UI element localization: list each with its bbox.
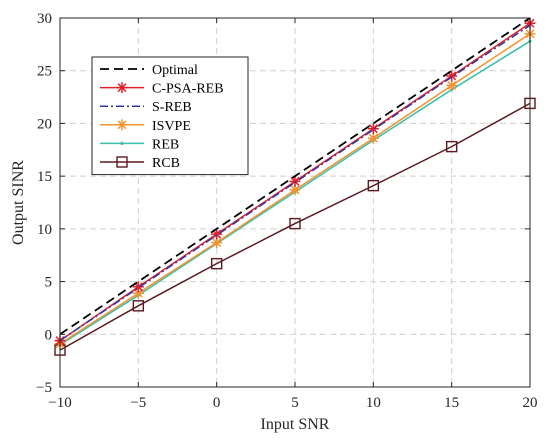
- series-s-reb: [59, 24, 531, 342]
- legend-item: C-PSA-REB: [100, 82, 224, 97]
- legend: Optimal C-PSA-REB S-REB ISVPE REB RCB: [91, 56, 249, 176]
- asterisk-marker: [116, 119, 128, 131]
- y-tick-label: 20: [37, 116, 52, 132]
- y-axis-label: Output SINR: [10, 160, 27, 245]
- asterisk-marker: [367, 132, 379, 144]
- x-tick-label: 20: [523, 395, 538, 411]
- x-tick-label: −5: [130, 395, 146, 411]
- asterisk-marker: [116, 82, 128, 94]
- legend-label: REB: [152, 137, 179, 152]
- legend-item: S-REB: [100, 100, 192, 115]
- asterisk-marker: [132, 281, 144, 293]
- x-tick-label: −10: [48, 395, 71, 411]
- legend-label: ISVPE: [152, 119, 191, 134]
- legend-box: [91, 56, 249, 176]
- series-optimal: [59, 17, 531, 336]
- asterisk-marker: [289, 175, 301, 187]
- legend-label: Optimal: [152, 63, 198, 78]
- square-marker: [445, 140, 458, 153]
- series-line: [59, 24, 531, 342]
- y-tick-label: 30: [37, 11, 52, 27]
- dot-marker: [120, 141, 124, 145]
- legend-item: RCB: [100, 156, 180, 171]
- legend-label: RCB: [152, 156, 180, 171]
- y-tick-label: 25: [37, 64, 52, 80]
- legend-item: Optimal: [100, 63, 198, 78]
- y-tick-label: 0: [45, 327, 53, 343]
- series-line: [59, 17, 531, 336]
- x-tick-label: 15: [444, 395, 459, 411]
- legend-item: ISVPE: [100, 119, 191, 134]
- x-axis-label: Input SNR: [261, 416, 330, 433]
- y-tick-label: 15: [37, 169, 52, 185]
- asterisk-marker: [211, 228, 223, 240]
- x-tick-label: 5: [291, 395, 299, 411]
- legend-label: S-REB: [152, 100, 192, 115]
- legend-label: C-PSA-REB: [152, 82, 224, 97]
- series-c-psa-reb: [54, 17, 536, 347]
- x-tick-label: 10: [366, 395, 381, 411]
- y-tick-label: 5: [45, 275, 53, 291]
- square-marker: [367, 179, 380, 192]
- y-tick-label: −5: [36, 380, 52, 396]
- y-tick-label: 10: [37, 222, 52, 238]
- legend-item: REB: [100, 137, 179, 152]
- square-marker: [132, 300, 145, 312]
- square-marker: [210, 257, 223, 270]
- x-tick-label: 0: [213, 395, 221, 411]
- series-line: [59, 102, 531, 351]
- square-marker: [289, 217, 301, 230]
- square-marker: [116, 156, 128, 168]
- asterisk-marker: [446, 79, 458, 91]
